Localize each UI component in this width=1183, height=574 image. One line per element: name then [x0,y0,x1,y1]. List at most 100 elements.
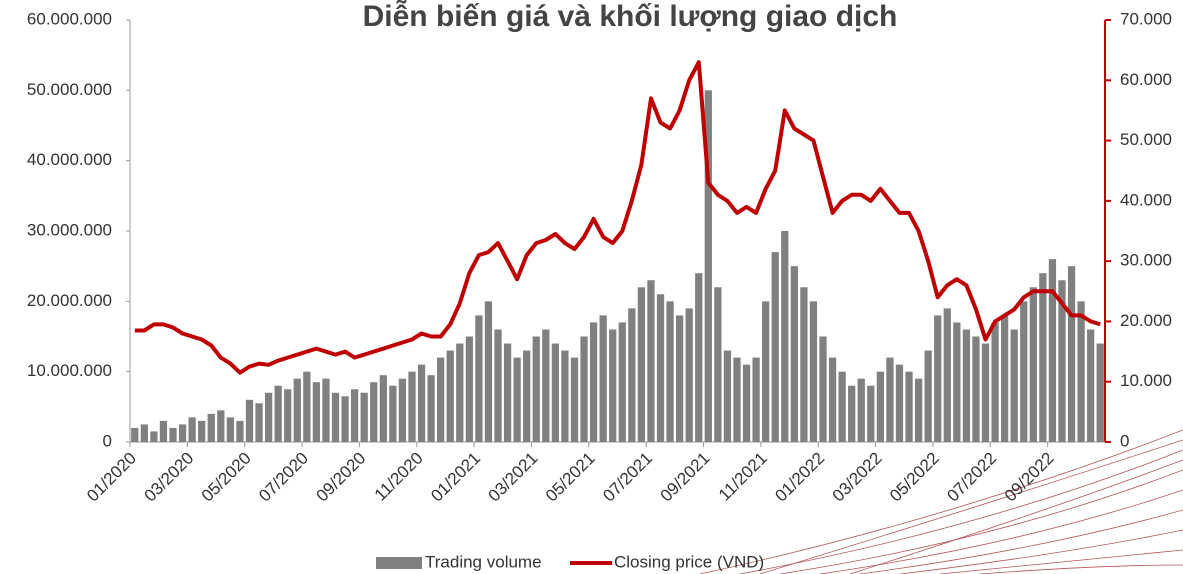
y-tick-label: 0 [103,431,112,450]
y-tick-label: 10.000.000 [27,361,112,380]
bar [1001,315,1009,442]
bar [589,322,598,442]
bar [1096,343,1104,442]
bar [264,392,273,442]
bar [303,371,311,442]
y2-tick-label: 60.000 [1120,70,1172,89]
x-tick-label: 05/2021 [542,449,599,506]
bar [752,357,760,442]
x-tick-label: 01/2022 [771,449,828,506]
bar [542,329,550,442]
bar [159,420,168,442]
bar [580,336,588,442]
bar [284,389,292,442]
bar [169,427,177,442]
bar [819,336,827,442]
bar [972,336,980,442]
bar [924,350,932,442]
bar [905,371,913,442]
bar [398,378,407,442]
bar [676,315,684,442]
bar [666,301,674,442]
bar [456,343,464,442]
x-tick-label: 07/2021 [599,449,656,506]
bar [1039,273,1047,442]
bar [991,322,999,442]
x-tick-label: 01/2021 [427,449,484,506]
bar [245,399,254,442]
bar [198,420,206,442]
x-tick-label: 09/2021 [657,449,714,506]
bar [704,90,712,442]
bar [943,308,951,442]
bar [446,350,454,442]
bar [312,382,321,442]
x-tick-label: 03/2022 [829,449,886,506]
x-tick-label: 03/2021 [485,449,542,506]
legend-swatch [376,557,422,569]
y-tick-label: 40.000.000 [27,150,112,169]
bar [437,357,445,442]
bar [226,417,234,442]
bar [351,389,359,442]
bar [981,343,990,442]
x-tick-label: 07/2020 [255,449,312,506]
bar [532,336,540,442]
price-line [134,60,1101,375]
bar [848,385,856,442]
bar [274,385,282,442]
bar [465,336,473,442]
bar [379,375,387,442]
bar [494,329,502,442]
bar [417,364,426,442]
bar [762,301,770,442]
bar [637,287,646,442]
bar [695,273,703,442]
x-tick-label: 11/2021 [715,449,771,505]
bar [857,378,865,442]
bar [934,315,942,442]
bar [953,322,961,442]
bar [370,382,378,442]
bar [647,280,655,442]
y2-tick-label: 30.000 [1120,251,1172,270]
bar [790,266,798,442]
y-tick-label: 30.000.000 [27,220,112,239]
bar [236,420,244,442]
bar [1077,301,1085,442]
bar [322,378,330,442]
bar [178,424,187,442]
x-tick-label: 05/2020 [198,449,255,506]
legend: Trading volume Closing price (VND) [376,552,764,571]
x-tick-label: 05/2022 [886,449,943,506]
bar [1067,266,1076,442]
bar [1029,287,1037,442]
y-tick-label: 50.000.000 [27,80,112,99]
decoration [699,429,1183,574]
bar [1020,301,1028,442]
bar [561,350,569,442]
bar [570,357,579,442]
bar [341,396,349,442]
bar [800,287,808,442]
bar [685,308,693,442]
bar [255,403,263,442]
bar [828,357,837,442]
legend-label: Trading volume [425,552,542,571]
bar [150,431,158,442]
x-tick-label: 09/2020 [313,449,370,506]
bar [140,424,148,442]
x-tick-label: 03/2020 [140,449,197,506]
y2-tick-label: 50.000 [1120,130,1172,149]
bar [895,364,904,442]
bar [742,364,751,442]
bar [1010,329,1018,442]
x-tick-label: 09/2022 [1001,449,1058,506]
bar [838,371,846,442]
bar [475,315,483,442]
bar [962,329,971,442]
x-tick-label: 01/2020 [83,449,140,506]
bar [331,392,340,442]
bar [523,350,531,442]
